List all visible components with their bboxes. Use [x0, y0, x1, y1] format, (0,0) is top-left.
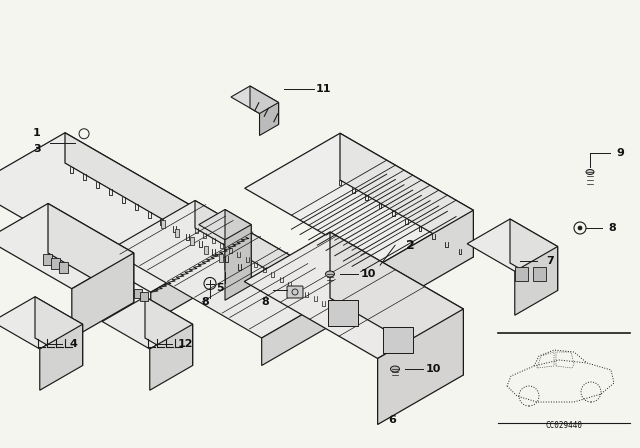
Polygon shape [0, 203, 134, 289]
Polygon shape [102, 297, 193, 349]
Ellipse shape [586, 169, 594, 175]
Bar [189, 237, 194, 245]
Polygon shape [150, 324, 193, 390]
Text: 7: 7 [546, 256, 554, 266]
Ellipse shape [326, 271, 335, 277]
Polygon shape [378, 210, 474, 312]
Polygon shape [0, 297, 83, 349]
Bar [219, 254, 223, 262]
Text: 6: 6 [388, 414, 397, 425]
Bar [51, 258, 60, 269]
Text: 9: 9 [616, 148, 624, 158]
Text: 8: 8 [201, 297, 209, 306]
Text: 5: 5 [216, 283, 224, 293]
Polygon shape [35, 297, 83, 366]
Polygon shape [250, 86, 278, 125]
Polygon shape [244, 232, 463, 358]
Polygon shape [262, 289, 348, 366]
Ellipse shape [390, 366, 399, 372]
Polygon shape [231, 86, 278, 113]
Polygon shape [199, 210, 251, 240]
Polygon shape [65, 133, 246, 267]
Polygon shape [340, 133, 474, 257]
Text: 8: 8 [261, 297, 269, 307]
Text: 10: 10 [426, 364, 441, 374]
Text: 11: 11 [316, 84, 332, 94]
Polygon shape [378, 309, 463, 425]
Text: CC029440: CC029440 [545, 421, 582, 430]
Polygon shape [510, 219, 557, 290]
Polygon shape [151, 237, 246, 323]
Text: 3: 3 [33, 144, 41, 154]
Text: 4: 4 [70, 339, 77, 349]
Bar [140, 292, 148, 301]
Bar [161, 220, 164, 228]
Polygon shape [260, 103, 278, 135]
Polygon shape [515, 246, 557, 315]
FancyBboxPatch shape [287, 286, 303, 298]
Bar [204, 246, 208, 254]
Bar [175, 229, 179, 237]
Bar [515, 267, 528, 281]
Text: 8: 8 [608, 223, 616, 233]
Text: 10: 10 [360, 269, 376, 279]
Polygon shape [467, 219, 557, 271]
Bar [533, 267, 546, 281]
Polygon shape [109, 201, 348, 338]
Polygon shape [0, 133, 246, 292]
Bar [134, 289, 141, 297]
Polygon shape [330, 232, 463, 375]
Bar [59, 262, 68, 273]
Polygon shape [145, 297, 193, 366]
Text: 12: 12 [178, 339, 193, 349]
Bar [43, 254, 52, 265]
Polygon shape [244, 133, 474, 265]
Circle shape [578, 226, 582, 230]
Polygon shape [72, 253, 134, 338]
Polygon shape [40, 324, 83, 390]
Bar [383, 327, 413, 353]
Text: 1: 1 [33, 128, 41, 138]
Text: 2: 2 [406, 239, 415, 252]
Polygon shape [48, 203, 134, 302]
Polygon shape [195, 201, 348, 316]
Polygon shape [225, 210, 251, 285]
Polygon shape [225, 224, 251, 300]
Bar [328, 300, 358, 326]
